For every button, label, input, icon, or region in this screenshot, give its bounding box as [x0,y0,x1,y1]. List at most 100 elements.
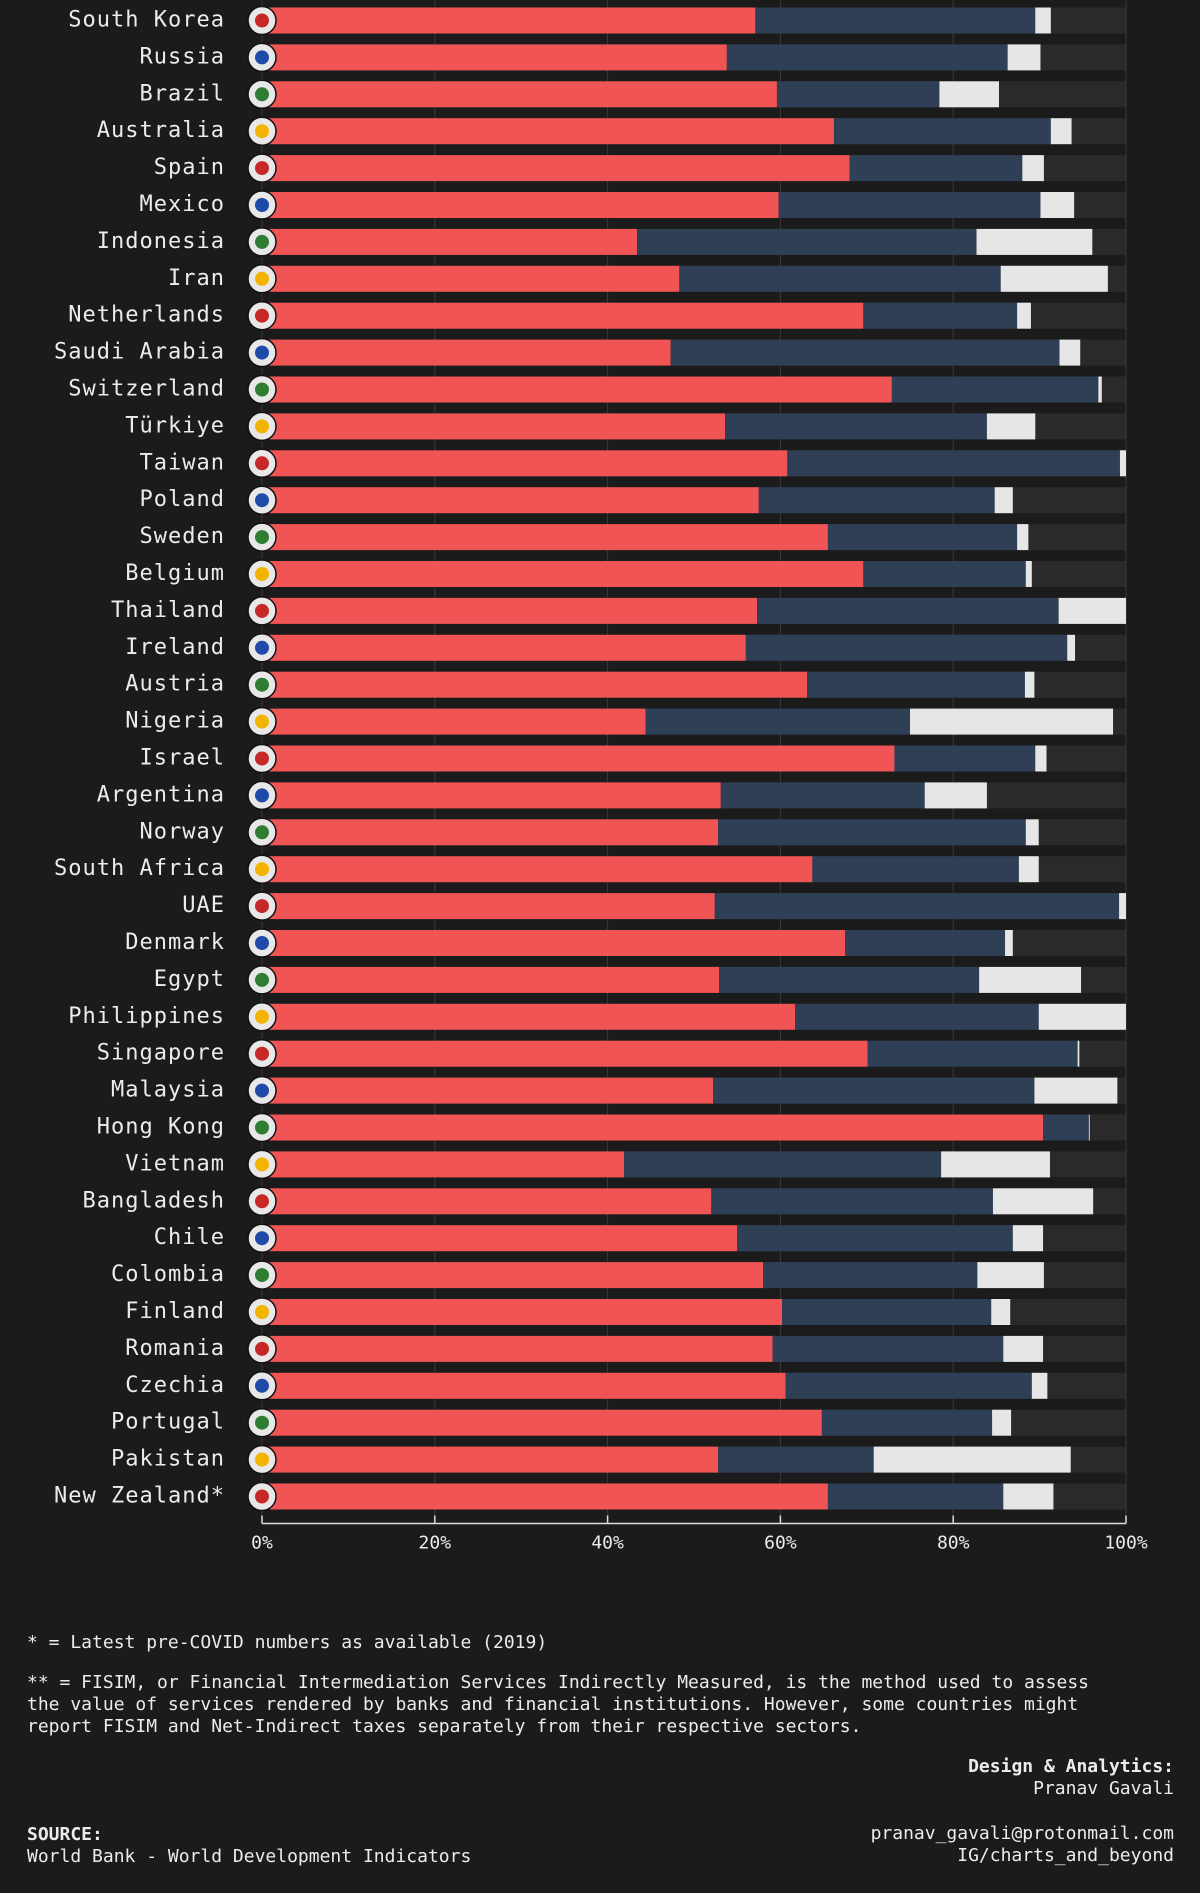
bar-segment [262,1225,738,1252]
bar-segment [977,1262,1044,1289]
bar-segment [1034,1077,1118,1104]
flag-icon-center [255,714,269,729]
flag-icon-center [255,1157,269,1172]
bar-segment [827,1483,1004,1510]
y-tick-label: Sweden [140,524,225,549]
flag-icon-center [255,603,269,618]
flag-icon-center [255,1083,269,1098]
bar-segment [755,7,1036,34]
y-tick-label: South Korea [68,8,225,33]
y-tick-label: Iran [168,266,225,291]
bar-segment [636,228,977,255]
y-tick-label: Hong Kong [97,1115,225,1140]
y-tick-label: Romania [125,1336,225,1361]
credit-name: Pranav Gavali [1033,1778,1174,1799]
y-tick-label: Belgium [125,561,225,586]
bar-segment [1098,376,1102,403]
flag-icon-center [255,1231,269,1246]
bar-segment [812,856,1019,883]
bar-segment [1058,597,1126,624]
y-tick-label: Norway [140,819,225,844]
source: World Bank - World Development Indicator… [27,1846,471,1867]
flag-icon-center [255,419,269,434]
bar-segment [891,376,1099,403]
bar-segment [1040,192,1075,218]
bar-segment [1077,1040,1080,1067]
bar-segment [910,708,1114,735]
x-tick-label: 20% [419,1533,452,1554]
bar-segment [1025,561,1032,587]
bar-segment [262,1040,868,1067]
contact: pranav_gavali@protonmail.com [871,1823,1174,1844]
source-label: SOURCE: [27,1824,103,1845]
y-tick-label: Türkiye [125,413,225,438]
contact: IG/charts_and_beyond [957,1845,1174,1866]
flag-icon-center [255,677,269,692]
bar-segment [262,1077,714,1104]
bar-segment [711,1188,993,1215]
bar-segment [262,118,834,145]
flag-icon-center [255,382,269,397]
bar-segment [262,487,759,514]
bar-segment [262,1188,712,1215]
bar-segment [262,893,715,920]
bar-segment [262,708,646,735]
credit-label: Design & Analytics: [968,1756,1174,1777]
y-tick-label: Israel [140,746,225,771]
flag-icon-center [255,124,269,139]
y-tick-label: Mexico [140,192,225,217]
bar-segment [1059,339,1081,366]
y-tick-label: Netherlands [68,303,225,328]
bar-segment [262,930,846,956]
bar-segment [833,118,1051,145]
bar-segment [262,265,680,292]
flag-icon-center [255,1194,269,1209]
bar-segment [262,192,779,218]
bar-segment [1022,155,1044,182]
bar-segment [757,597,1059,624]
bar-segment [718,1446,874,1473]
bar-segment [262,1114,1044,1141]
bar-segment [827,524,1018,551]
bar-segment [845,930,1006,956]
y-tick-label: Ireland [125,635,225,660]
flag-icon-center [255,751,269,766]
bar-segment [262,966,720,993]
bar-segment [772,1335,1004,1362]
bar-segment [262,782,721,809]
bar-segment [262,1335,773,1362]
y-tick-label: Australia [97,118,225,143]
y-tick-label: Finland [125,1299,225,1324]
y-tick-label: Egypt [154,967,225,992]
bar-segment [1035,745,1047,772]
flag-icon-center [255,1378,269,1393]
bar-segment [894,745,1036,772]
bar-segment [992,1409,1012,1436]
y-tick-label: Austria [125,672,225,697]
bar-segment [994,487,1013,514]
bar-segment [941,1151,1050,1178]
flag-icon-center [255,1415,269,1430]
bar-segment [992,1188,1094,1215]
bar-segment [939,81,999,108]
flag-icon-center [255,161,269,176]
bar-segment [262,1151,625,1178]
bar-segment [624,1151,942,1178]
bar-segment [758,487,995,514]
y-tick-label: UAE [182,893,225,918]
bar-segment [782,1299,992,1325]
bar-segment [262,44,727,71]
footnote: ** = FISIM, or Financial Intermediation … [27,1672,1089,1693]
bar-segment [262,413,726,440]
bar-segment [763,1262,978,1289]
flag-icon-center [255,1341,269,1356]
bar-segment [745,634,1068,661]
bar-segment [776,81,940,108]
bar-segment [924,782,987,809]
y-tick-label: Poland [140,487,225,512]
y-tick-label: Spain [154,155,225,180]
flag-icon-center [255,899,269,914]
y-tick-label: South Africa [54,856,225,881]
y-tick-label: Singapore [97,1041,225,1066]
bar-segment [679,265,1001,292]
